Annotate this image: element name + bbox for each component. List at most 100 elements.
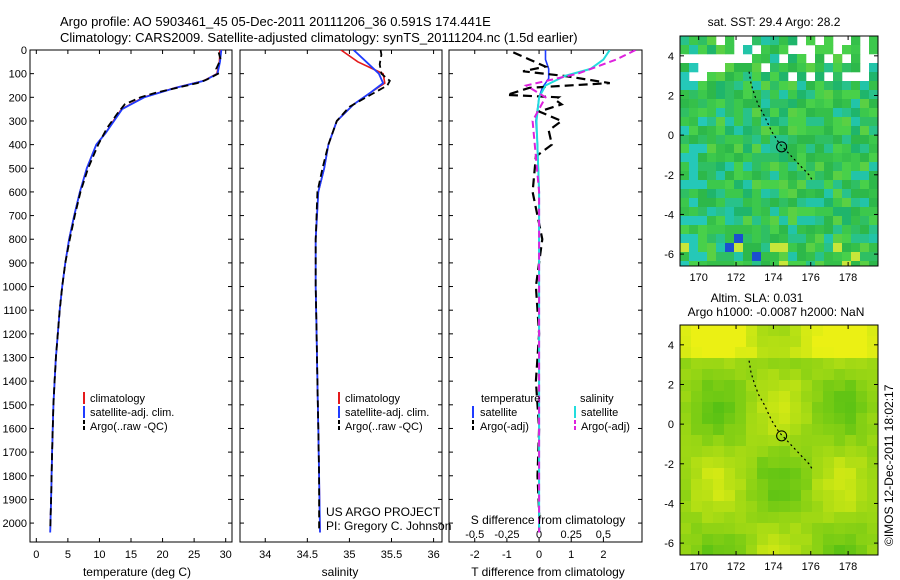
map-cell (779, 63, 789, 73)
map-cell (702, 325, 714, 337)
map-cell (724, 325, 736, 337)
map-cell (734, 72, 744, 82)
map-cell (702, 380, 714, 392)
map-cell (761, 99, 771, 109)
map-cell (867, 512, 879, 524)
map-cell (845, 545, 857, 556)
lon-tick-label: 172 (727, 561, 745, 573)
map-cell (761, 45, 771, 55)
map-cell (691, 347, 703, 359)
map-cell (824, 162, 834, 172)
map-cell (743, 171, 753, 181)
map-cell (856, 413, 868, 425)
depth-tick-label: 800 (9, 234, 27, 246)
map-cell (698, 36, 708, 46)
map-cell (806, 144, 816, 154)
map-cell (698, 90, 708, 100)
map-cell (797, 234, 807, 244)
map-cell (757, 479, 769, 491)
map-cell (734, 243, 744, 253)
map-cell (734, 252, 744, 262)
map-cell (815, 252, 825, 262)
map-cell (746, 369, 758, 381)
map-cell (716, 153, 726, 163)
map-cell (761, 189, 771, 199)
map-cell (743, 216, 753, 226)
map-cell (815, 261, 825, 267)
map-cell (824, 99, 834, 109)
legend-header-temperature: temperature (481, 393, 540, 405)
map-cell (867, 523, 879, 535)
map-cell (856, 391, 868, 403)
float-track (748, 71, 814, 182)
map-cell (812, 490, 824, 502)
map-cell (860, 225, 870, 235)
map-cell (856, 545, 868, 556)
map-cell (689, 108, 699, 118)
map-cell (815, 234, 825, 244)
map-cell (761, 252, 771, 262)
map-cell (812, 468, 824, 480)
map-cell (716, 108, 726, 118)
map-cell (716, 144, 726, 154)
map-cell (770, 90, 780, 100)
map-cell (768, 446, 780, 458)
map-cell (735, 402, 747, 414)
map-cell (833, 63, 843, 73)
map-cell (806, 243, 816, 253)
map-cell (768, 435, 780, 447)
map-cell (788, 36, 798, 46)
map-cell (752, 81, 762, 91)
map-cell (713, 490, 725, 502)
map-cell (752, 216, 762, 226)
map-cell (724, 534, 736, 546)
map-cell (833, 54, 843, 64)
map-cell (724, 446, 736, 458)
lat-tick-label: -2 (664, 459, 674, 471)
map-cell (680, 63, 690, 73)
map-cell (770, 135, 780, 145)
map-cell (770, 171, 780, 181)
map-cell (724, 402, 736, 414)
map-cell (824, 171, 834, 181)
map-cell (779, 45, 789, 55)
map-cell (680, 325, 692, 337)
map-cell (752, 225, 762, 235)
profile-marker (776, 430, 788, 442)
map-cell (761, 198, 771, 208)
map-cell (806, 252, 816, 262)
map-cell (707, 72, 717, 82)
map-cell (734, 171, 744, 181)
map-cell (860, 117, 870, 127)
map-cell (689, 117, 699, 127)
map-cell (724, 435, 736, 447)
map-cell (689, 234, 699, 244)
map-cell (680, 99, 690, 109)
map-cell (779, 216, 789, 226)
map-cell (860, 126, 870, 136)
map-cell (779, 413, 791, 425)
series-group (314, 50, 391, 533)
legend-label: Argo(-adj) (581, 421, 630, 433)
map-cell (761, 108, 771, 118)
depth-tick-label: 500 (9, 163, 27, 175)
map-cell (689, 63, 699, 73)
map-cell (801, 402, 813, 414)
map-cell (743, 99, 753, 109)
map-cell (768, 501, 780, 513)
map-cell (842, 180, 852, 190)
map-cell (788, 153, 798, 163)
map-cells (680, 325, 879, 556)
map-cell (691, 380, 703, 392)
map-cell (746, 402, 758, 414)
map-cell (790, 369, 802, 381)
map-cell (779, 261, 789, 267)
t-difference-xlabel: T difference from climatology (471, 565, 625, 579)
map-cell (788, 216, 798, 226)
map-cell (823, 501, 835, 513)
map-cell (790, 413, 802, 425)
map-cell (801, 512, 813, 524)
map-cell (725, 234, 735, 244)
profile-marker (776, 141, 788, 153)
map-cell (716, 180, 726, 190)
